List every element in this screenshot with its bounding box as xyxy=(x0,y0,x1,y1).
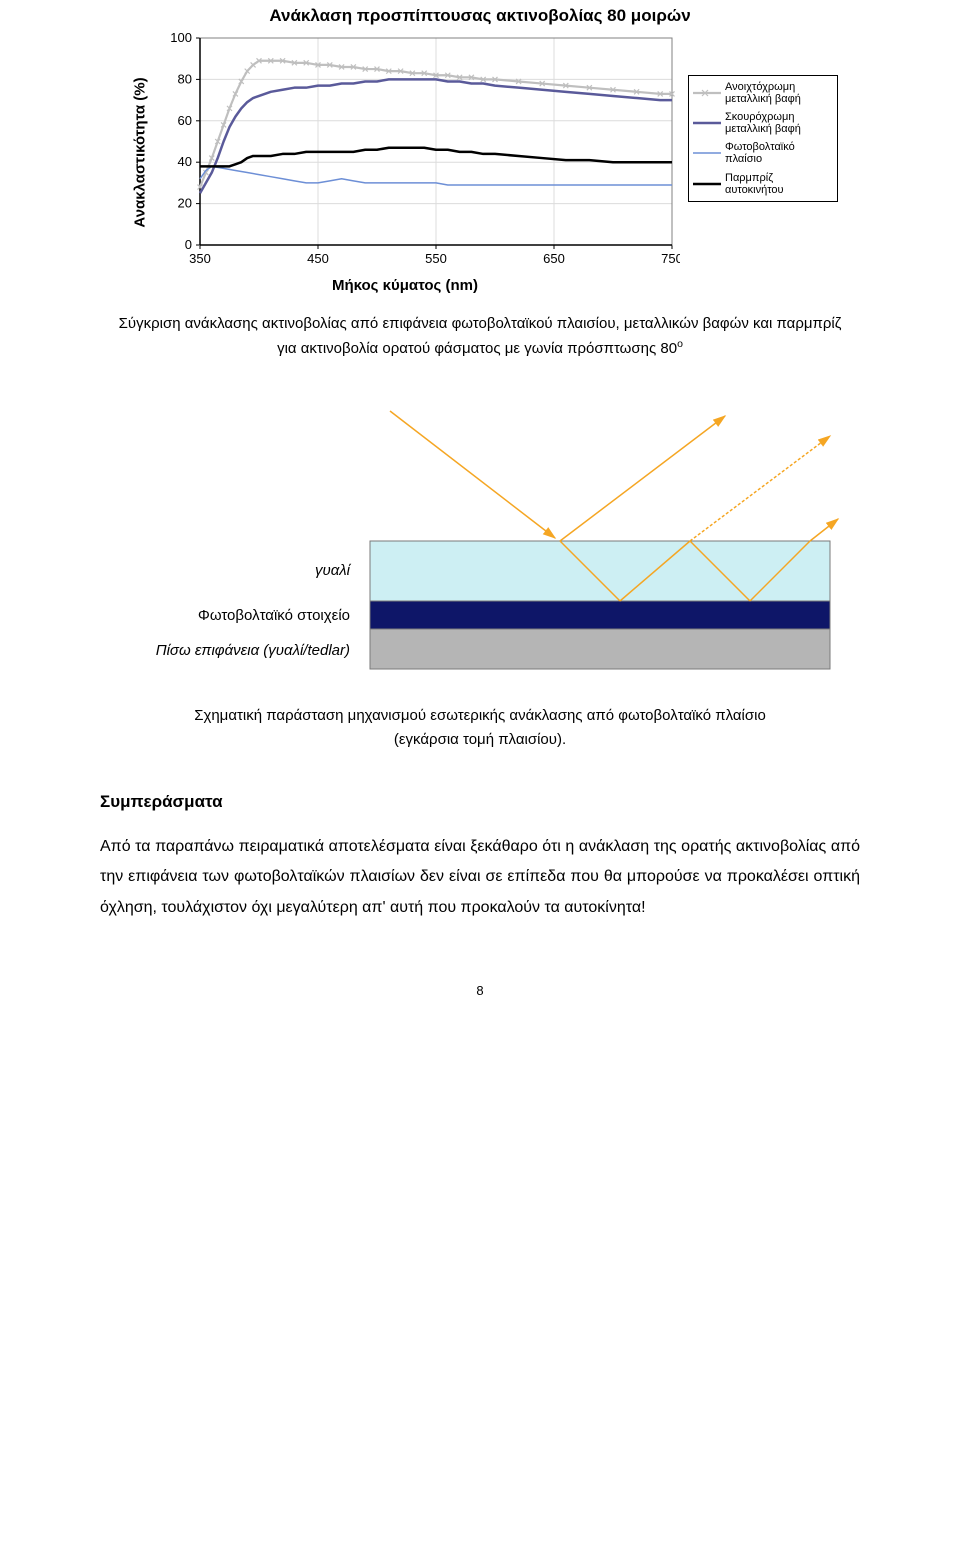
caption-text: για ακτινοβολία ορατού φάσματος με γωνία… xyxy=(277,340,677,357)
diagram-label-back: Πίσω επιφάνεια (γυαλί/tedlar) xyxy=(156,641,350,661)
legend-item: Φωτοβολταϊκό πλαίσιο xyxy=(693,138,833,168)
svg-text:60: 60 xyxy=(178,113,192,128)
legend-item: Σκουρόχρωμη μεταλλική βαφή xyxy=(693,108,833,138)
chart-legend: Ανοιχτόχρωμη μεταλλική βαφή Σκουρόχρωμη μ… xyxy=(680,30,838,275)
svg-text:80: 80 xyxy=(178,71,192,86)
svg-text:350: 350 xyxy=(189,251,211,266)
chart-xlabel: Μήκος κύματος (nm) xyxy=(120,275,840,294)
body-paragraph: Από τα παραπάνω πειραματικά αποτελέσματα… xyxy=(100,832,860,923)
diagram-svg xyxy=(360,401,840,681)
svg-text:100: 100 xyxy=(170,30,192,45)
chart-ylabel: Ανακλαστικότητα (%) xyxy=(132,77,149,227)
section-heading: Συμπεράσματα xyxy=(100,792,860,812)
legend-label: Φωτοβολταϊκό πλαίσιο xyxy=(725,141,833,165)
svg-text:650: 650 xyxy=(543,251,565,266)
page-number: 8 xyxy=(100,983,860,998)
svg-text:0: 0 xyxy=(185,237,192,252)
svg-text:40: 40 xyxy=(178,154,192,169)
diagram-caption: Σχηματική παράσταση μηχανισμού εσωτερική… xyxy=(100,704,860,752)
chart-title: Ανάκλαση προσπίπτουσας ακτινοβολίας 80 μ… xyxy=(120,0,840,30)
diagram-label-pv: Φωτοβολταϊκό στοιχείο xyxy=(198,606,350,626)
diagram-label-glass: γυαλί xyxy=(315,561,350,581)
caption-text: (εγκάρσια τομή πλαισίου). xyxy=(394,731,566,748)
legend-item: Παρμπρίζ αυτοκινήτου xyxy=(693,169,833,199)
cross-section-diagram: γυαλί Φωτοβολταϊκό στοιχείο Πίσω επιφάνε… xyxy=(120,401,840,686)
svg-text:450: 450 xyxy=(307,251,329,266)
svg-text:20: 20 xyxy=(178,196,192,211)
legend-item: Ανοιχτόχρωμη μεταλλική βαφή xyxy=(693,78,833,108)
legend-swatch xyxy=(693,147,721,159)
svg-text:750: 750 xyxy=(661,251,680,266)
legend-label: Παρμπρίζ αυτοκινήτου xyxy=(725,172,833,196)
chart-plot-area: 0 20 40 60 80 100 350 450 550 650 750 xyxy=(160,30,680,270)
caption-superscript: ο xyxy=(677,338,683,350)
svg-text:550: 550 xyxy=(425,251,447,266)
legend-label: Σκουρόχρωμη μεταλλική βαφή xyxy=(725,111,833,135)
legend-swatch xyxy=(693,178,721,190)
legend-swatch xyxy=(693,87,721,99)
legend-swatch xyxy=(693,117,721,129)
legend-label: Ανοιχτόχρωμη μεταλλική βαφή xyxy=(725,81,833,105)
caption-text: Σύγκριση ανάκλασης ακτινοβολίας από επιφ… xyxy=(119,315,842,332)
chart-caption: Σύγκριση ανάκλασης ακτινοβολίας από επιφ… xyxy=(100,312,860,361)
reflectance-chart: Ανάκλαση προσπίπτουσας ακτινοβολίας 80 μ… xyxy=(120,0,840,294)
caption-text: Σχηματική παράσταση μηχανισμού εσωτερική… xyxy=(194,707,766,724)
